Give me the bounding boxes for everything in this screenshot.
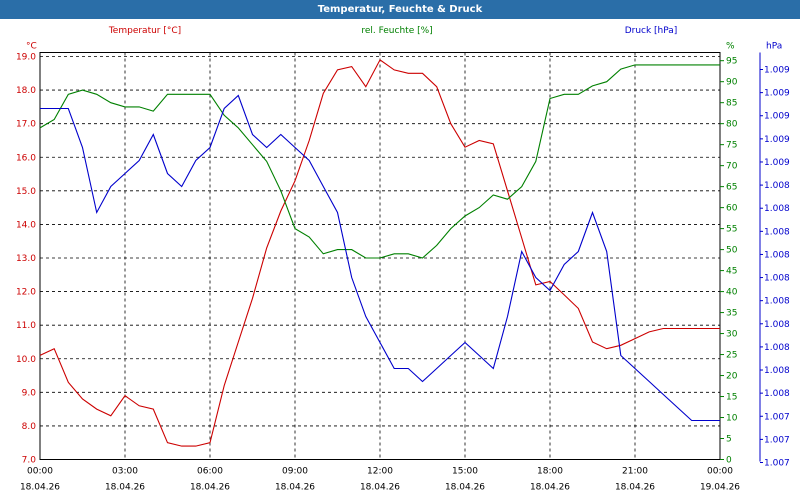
legend-temperature: Temperatur [°C] xyxy=(108,26,181,36)
press-tick-label: 1.008 xyxy=(764,181,790,191)
x-tick-date: 18.04.26 xyxy=(530,483,570,493)
temp-unit-label: °C xyxy=(26,42,37,52)
x-tick-time: 06:00 xyxy=(197,467,223,477)
temp-tick-label: 11.0 xyxy=(16,321,36,331)
x-tick-time: 09:00 xyxy=(282,467,308,477)
temperature-line xyxy=(39,59,720,447)
press-tick-label: 1.008 xyxy=(764,250,790,260)
press-unit-label: hPa xyxy=(766,42,782,52)
press-tick-label: 1.007 xyxy=(764,459,790,469)
x-tick-date: 18.04.26 xyxy=(275,483,315,493)
temp-tick-label: 16.0 xyxy=(16,153,36,163)
press-tick-label: 1.009 xyxy=(764,158,790,168)
x-tick-date: 18.04.26 xyxy=(445,483,485,493)
press-tick-label: 1.008 xyxy=(764,274,790,284)
hum-tick-label: 10 xyxy=(726,414,738,424)
chart-canvas: 19.0 18.0 17.0 16.0 15.0 14.0 13.0 12.0 11.0 10.0… xyxy=(16,26,790,493)
x-tick-date: 18.04.26 xyxy=(105,483,145,493)
press-tick-label: 1.009 xyxy=(764,89,790,99)
hum-tick-label: 75 xyxy=(726,141,737,151)
temp-tick-label: 10.0 xyxy=(16,355,36,365)
hum-tick-label: 60 xyxy=(726,204,738,214)
legend-humidity: rel. Feuchte [%] xyxy=(361,26,432,36)
press-tick-label: 1.009 xyxy=(764,66,790,76)
hum-tick-label: 30 xyxy=(726,330,738,340)
hum-tick-label: 50 xyxy=(726,246,738,256)
x-tick-date: 18.04.26 xyxy=(190,483,230,493)
hum-tick-label: 85 xyxy=(726,99,737,109)
press-tick-label: 1.008 xyxy=(764,297,790,307)
x-tick-date: 18.04.26 xyxy=(615,483,655,493)
hum-tick-label: 80 xyxy=(726,120,738,130)
x-tick-time: 21:00 xyxy=(622,467,648,477)
hum-tick-label: 20 xyxy=(726,372,738,382)
hum-unit-label: % xyxy=(726,42,735,52)
x-tick-date: 18.04.26 xyxy=(360,483,400,493)
hum-tick-label: 55 xyxy=(726,225,737,235)
press-tick-label: 1.007 xyxy=(764,435,790,445)
x-tick-time: 18:00 xyxy=(537,467,563,477)
plot-frame xyxy=(39,52,721,460)
temp-tick-label: 19.0 xyxy=(16,53,36,63)
hum-tick-label: 95 xyxy=(726,57,737,67)
press-tick-label: 1.008 xyxy=(764,389,790,399)
press-tick-label: 1.008 xyxy=(764,343,790,353)
x-tick-date: 18.04.26 xyxy=(20,483,60,493)
hum-tick-label: 40 xyxy=(726,288,738,298)
press-tick-label: 1.009 xyxy=(764,112,790,122)
hum-tick-label: 15 xyxy=(726,393,737,403)
temp-tick-label: 8.0 xyxy=(22,422,37,432)
temp-tick-label: 18.0 xyxy=(16,86,36,96)
hum-tick-label: 0 xyxy=(726,456,732,466)
hum-tick-label: 25 xyxy=(726,351,737,361)
temp-tick-label: 12.0 xyxy=(16,288,36,298)
legend-pressure: Druck [hPa] xyxy=(625,26,678,36)
temp-tick-label: 7.0 xyxy=(22,456,37,466)
chart-title: Temperatur, Feuchte & Druck xyxy=(0,0,800,19)
press-tick-label: 1.008 xyxy=(764,204,790,214)
x-tick-time: 00:00 xyxy=(707,467,733,477)
temp-tick-label: 15.0 xyxy=(16,187,36,197)
press-tick-label: 1.007 xyxy=(764,412,790,422)
hum-tick-label: 90 xyxy=(726,78,738,88)
press-tick-label: 1.008 xyxy=(764,227,790,237)
hum-tick-label: 45 xyxy=(726,267,737,277)
hum-tick-label: 35 xyxy=(726,309,737,319)
x-tick-time: 03:00 xyxy=(112,467,138,477)
hum-tick-label: 65 xyxy=(726,183,737,193)
hum-tick-label: 70 xyxy=(726,162,738,172)
temp-tick-label: 13.0 xyxy=(16,254,36,264)
press-tick-label: 1.008 xyxy=(764,320,790,330)
press-tick-label: 1.009 xyxy=(764,135,790,145)
temp-tick-label: 9.0 xyxy=(22,388,37,398)
pressure-line xyxy=(40,94,720,422)
x-tick-time: 12:00 xyxy=(367,467,393,477)
hum-tick-label: 5 xyxy=(726,435,732,445)
temp-tick-label: 17.0 xyxy=(16,120,36,130)
humidity-line xyxy=(39,64,720,259)
temp-tick-label: 14.0 xyxy=(16,220,36,230)
x-tick-time: 00:00 xyxy=(27,467,53,477)
x-tick-time: 15:00 xyxy=(452,467,478,477)
press-tick-label: 1.008 xyxy=(764,366,790,376)
x-tick-date: 19.04.26 xyxy=(700,483,740,493)
